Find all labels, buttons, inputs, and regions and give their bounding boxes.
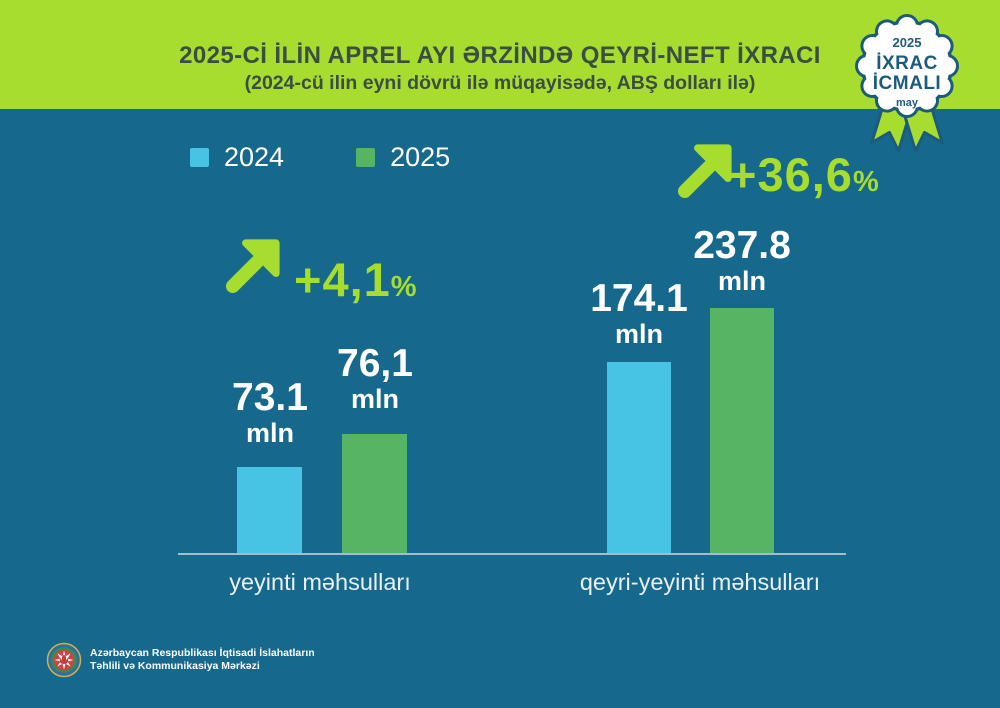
bar-nonfood-2025 (710, 308, 774, 554)
value-label-nonfood-2025: 237.8 mln (672, 226, 812, 297)
badge-month: may (896, 97, 919, 109)
value-number: 76,1 (337, 342, 413, 385)
growth-value-nonfood: +36,6% (729, 147, 879, 202)
percent-sign-nonfood: % (852, 166, 879, 198)
value-unit: mln (614, 318, 663, 349)
org-name-line1: Azərbaycan Respublikası İqtisadi İslahat… (90, 647, 315, 659)
legend-label-2024: 2024 (224, 142, 285, 172)
org-name: Azərbaycan Respublikası İqtisadi İslahat… (90, 647, 315, 673)
legend-label-2025: 2025 (390, 142, 451, 172)
state-emblem-icon (46, 642, 82, 678)
legend: 2024 2025 (190, 142, 450, 173)
header-band (0, 0, 1000, 109)
legend-swatch-2025 (356, 148, 376, 167)
page-subtitle: (2024-cü ilin eyni dövrü ilə müqayisədə,… (244, 72, 756, 94)
legend-swatch-2024 (190, 148, 209, 167)
badge-title-line2: İCMALI (873, 73, 941, 94)
percent-sign-food: % (390, 271, 417, 303)
growth-arrow-up-icon-nonfood (678, 144, 732, 198)
export-review-badge: 2025 İXRAC İCMALI may (845, 6, 971, 158)
value-number: 237.8 (693, 224, 791, 267)
value-unit: mln (350, 383, 399, 414)
badge-seal-icon: 2025 İXRAC İCMALI may (855, 14, 959, 153)
value-unit: mln (245, 417, 294, 448)
bar-nonfood-2024 (607, 362, 671, 554)
value-label-food-2025: 76,1 mln (305, 344, 445, 415)
value-number: 174.1 (590, 277, 688, 320)
legend-item-2024: 2024 (190, 142, 284, 173)
growth-number-nonfood: +36,6 (729, 148, 853, 201)
growth-number-food: +4,1 (294, 253, 391, 306)
bar-food-2024 (237, 467, 302, 554)
category-label-nonfood: qeyri-yeyinti məhsulları (579, 569, 821, 595)
category-label-food: yeyinti məhsulları (229, 569, 411, 595)
legend-item-2025: 2025 (356, 142, 450, 173)
value-label-nonfood-2024: 174.1 mln (569, 279, 709, 350)
footer: Azərbaycan Respublikası İqtisadi İslahat… (46, 642, 315, 678)
page-title: 2025-Cİ İLİN APREL AYI ƏRZİNDƏ QEYRİ-NEF… (179, 42, 821, 69)
value-number: 73.1 (232, 376, 308, 419)
growth-value-food: +4,1% (294, 252, 417, 307)
org-name-line2: Təhlili və Kommunikasiya Mərkəzi (90, 660, 260, 672)
bar-food-2025 (342, 434, 407, 554)
value-unit: mln (717, 265, 766, 296)
axis-baseline (178, 553, 846, 555)
value-label-food-2024: 73.1 mln (200, 378, 340, 449)
badge-year: 2025 (893, 35, 922, 50)
growth-arrow-up-icon-food (226, 239, 280, 293)
badge-title-line1: İXRAC (876, 53, 938, 74)
